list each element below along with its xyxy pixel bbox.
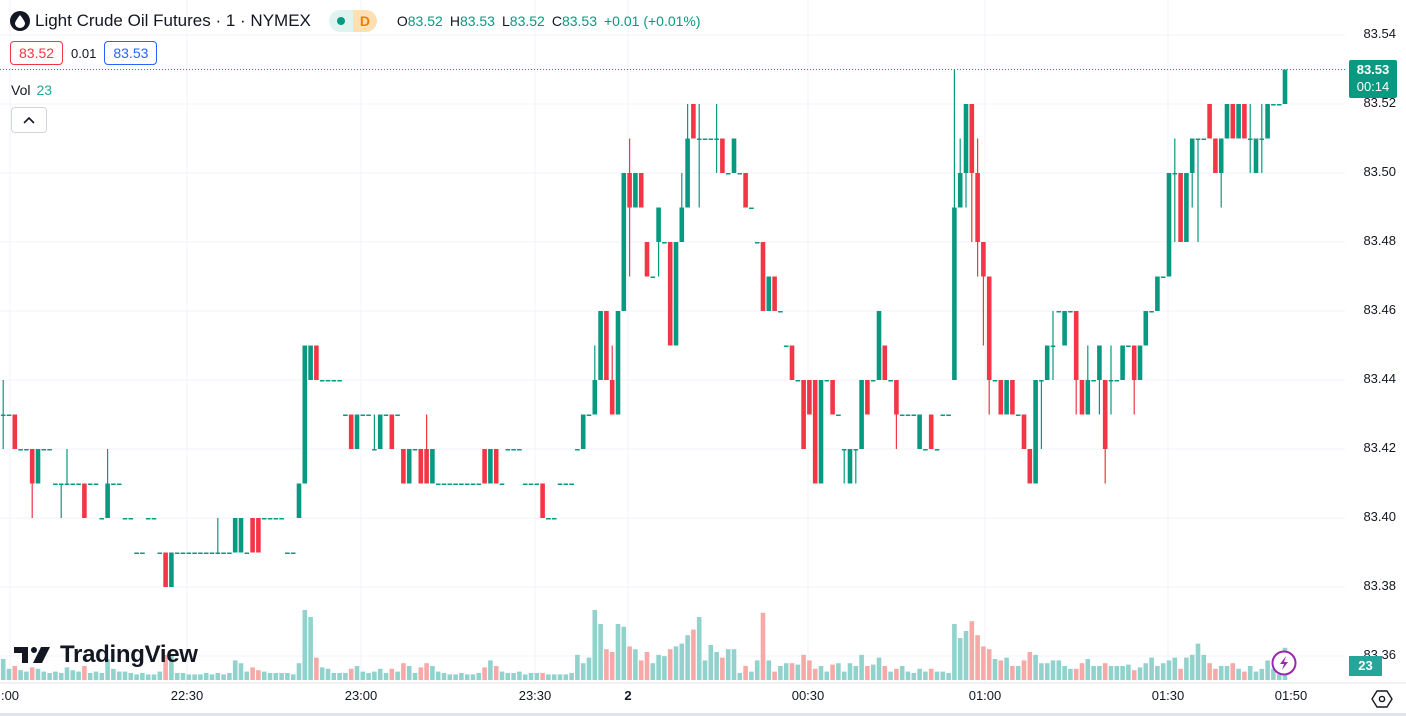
price-tick-label: 83.40 [1363,509,1396,524]
time-tick-label: 23:30 [518,688,552,703]
time-tick-label: 01:30 [1151,688,1185,703]
volume-value: 23 [36,82,53,98]
time-tick-label: 22:30 [170,688,204,703]
grid-lines [0,0,1406,684]
market-status-badge[interactable]: D [328,10,377,32]
bottom-border [0,713,1406,716]
brand-name: TradingView [60,641,198,668]
realtime-flash-button[interactable] [1271,650,1297,676]
time-tick-label: 01:50 [1274,688,1308,703]
time-tick-label: 23:00 [344,688,378,703]
symbol-title[interactable]: Light Crude Oil Futures · 1 · NYMEX [35,11,311,30]
buy-button[interactable]: 83.53 [104,41,158,65]
market-open-indicator [328,10,353,32]
candlestick-series [0,69,1288,587]
ohlc-values: O83.52 H83.53 L83.52 C83.53 +0.01 (+0.01… [397,13,701,29]
tradingview-logo-icon [14,647,50,663]
tradingview-watermark[interactable]: TradingView [14,641,198,669]
open-value: 83.52 [407,13,443,29]
price-tick-label: 83.54 [1363,26,1396,41]
low-value: 83.52 [509,13,545,29]
change-value: +0.01 (+0.01%) [604,13,701,29]
volume-legend[interactable]: Vol 23 [11,82,52,98]
open-label: O [396,13,408,29]
high-value: 83.53 [459,13,495,29]
trade-panel: 83.52 0.01 83.53 [10,41,158,65]
volume-bars [0,610,1288,680]
settings-hexagon-icon [1371,690,1393,708]
time-tick-label: 2 [624,688,632,703]
low-label: L [501,13,510,29]
collapse-legend-button[interactable] [11,107,47,133]
chart-settings-button[interactable] [1371,688,1393,710]
time-tick-label: 00:30 [791,688,825,703]
price-tick-label: 83.48 [1363,233,1396,248]
last-price-tag: 83.53 00:14 [1349,60,1397,98]
oil-drop-icon [10,11,30,31]
time-tick-label: 01:00 [968,688,1002,703]
volume-tag: 23 [1349,656,1382,676]
sell-button[interactable]: 83.52 [10,41,64,65]
lightning-icon [1271,650,1297,676]
spread-value: 0.01 [71,45,97,61]
price-tick-label: 83.38 [1363,578,1396,593]
time-tick-label: :00 [0,688,20,703]
volume-label: Vol [11,82,31,98]
last-price-value: 83.53 [1356,62,1390,77]
price-tick-label: 83.44 [1363,371,1396,386]
chevron-up-icon [23,116,35,124]
high-label: H [449,13,460,29]
price-tick-label: 83.42 [1363,440,1396,455]
status-dot-icon [336,17,345,25]
price-tick-label: 83.52 [1363,95,1396,110]
symbol-legend[interactable]: Light Crude Oil Futures · 1 · NYMEX D O8… [10,8,701,34]
timeframe-badge: D [352,10,377,32]
close-label: C [551,13,562,29]
price-tick-label: 83.50 [1363,164,1396,179]
price-tick-label: 83.46 [1363,302,1396,317]
bar-countdown: 00:14 [1356,79,1390,94]
close-value: 83.53 [561,13,597,29]
